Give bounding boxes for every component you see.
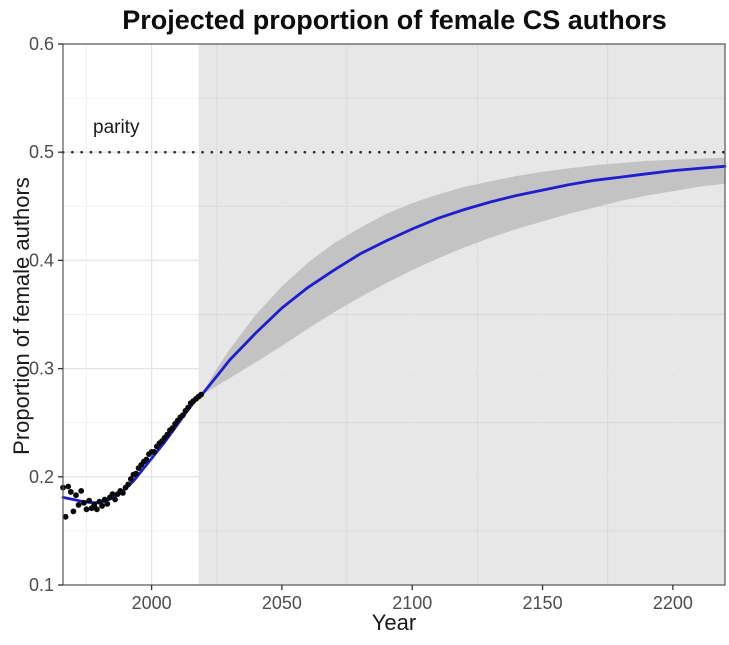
svg-text:2150: 2150 [523,593,563,613]
svg-text:0.3: 0.3 [29,359,54,379]
svg-text:2100: 2100 [392,593,432,613]
svg-text:0.1: 0.1 [29,575,54,595]
svg-text:2200: 2200 [653,593,693,613]
svg-text:0.6: 0.6 [29,34,54,54]
svg-text:0.5: 0.5 [29,142,54,162]
x-axis: 2000 2050 2100 2150 2200 [132,585,693,613]
chart-title: Projected proportion of female CS author… [122,5,667,35]
svg-text:0.4: 0.4 [29,250,54,270]
parity-label: parity [93,117,140,138]
x-axis-title: Year [371,610,417,635]
panel-border [62,43,726,586]
svg-text:0.2: 0.2 [29,467,54,487]
y-axis-title: Proportion of female authors [9,177,34,455]
svg-text:2050: 2050 [262,593,302,613]
svg-text:2000: 2000 [132,593,172,613]
data-points [60,391,205,520]
uncertainty-band [201,157,726,396]
y-axis: 0.1 0.2 0.3 0.4 0.5 0.6 [29,34,63,595]
